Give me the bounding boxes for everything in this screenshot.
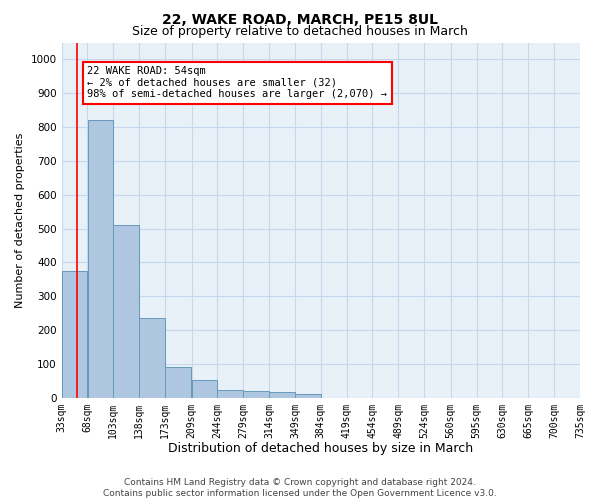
Bar bbox=[269, 392, 295, 398]
Bar bbox=[191, 380, 217, 398]
Text: 22 WAKE ROAD: 54sqm
← 2% of detached houses are smaller (32)
98% of semi-detache: 22 WAKE ROAD: 54sqm ← 2% of detached hou… bbox=[88, 66, 388, 100]
X-axis label: Distribution of detached houses by size in March: Distribution of detached houses by size … bbox=[168, 442, 473, 455]
Text: Size of property relative to detached houses in March: Size of property relative to detached ho… bbox=[132, 25, 468, 38]
Bar bbox=[113, 224, 139, 398]
Text: Contains HM Land Registry data © Crown copyright and database right 2024.
Contai: Contains HM Land Registry data © Crown c… bbox=[103, 478, 497, 498]
Bar bbox=[217, 390, 243, 398]
Y-axis label: Number of detached properties: Number of detached properties bbox=[15, 132, 25, 308]
Bar bbox=[88, 120, 113, 398]
Bar bbox=[165, 366, 191, 398]
Text: 22, WAKE ROAD, MARCH, PE15 8UL: 22, WAKE ROAD, MARCH, PE15 8UL bbox=[162, 12, 438, 26]
Bar bbox=[295, 394, 320, 398]
Bar bbox=[244, 391, 269, 398]
Bar bbox=[139, 318, 165, 398]
Bar bbox=[62, 271, 87, 398]
